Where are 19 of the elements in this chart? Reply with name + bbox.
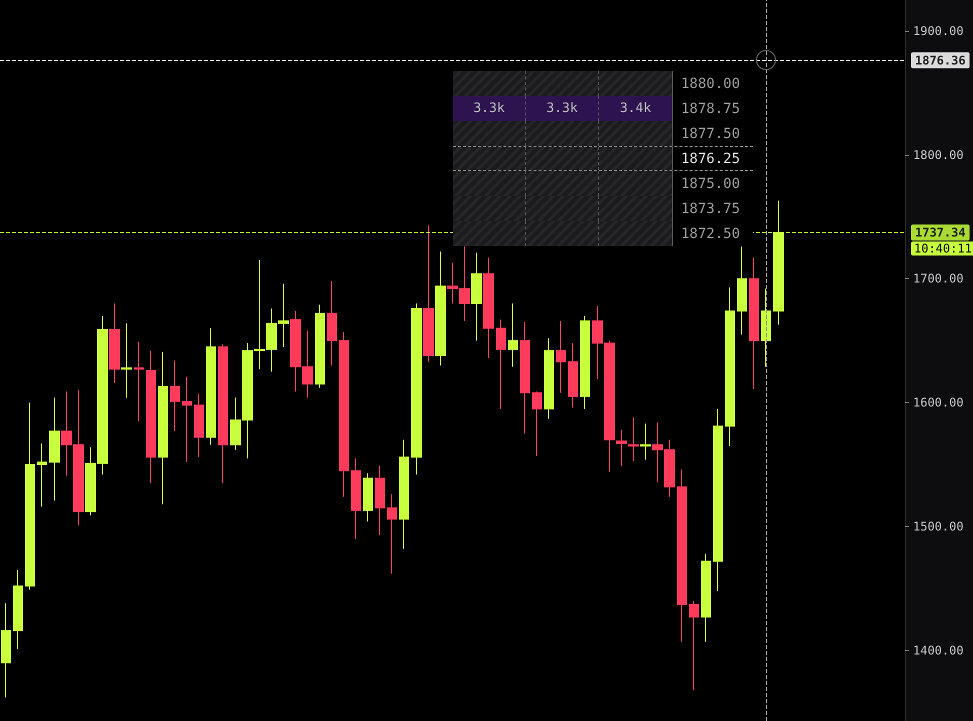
annotation: 1880.00 (672, 71, 753, 96)
y-tick-label: 1900.00 (913, 24, 964, 38)
annotation: 1876.25 (672, 147, 753, 170)
annotation: 3.3k (453, 96, 526, 121)
y-tick-label: 1400.00 (913, 643, 964, 658)
annotation: 1873.75 (672, 196, 753, 221)
y-tick-label: 1500.00 (913, 520, 964, 534)
text: 10:40:11 (914, 241, 972, 256)
annotation: 1878.75 (672, 96, 753, 121)
annotation: 1875.00 (672, 171, 753, 196)
y-tick-label: 1600.00 (913, 396, 964, 410)
ref-line-label: 1876.36 (915, 53, 966, 68)
annotation: 3.3k (526, 96, 599, 121)
annotation: 1872.50 (672, 221, 753, 246)
annotation: 3.4k (599, 96, 672, 121)
y-tick-label: 1700.00 (913, 272, 964, 286)
ref-line-label: 1737.34 (915, 225, 966, 240)
annotation: 1877.50 (672, 121, 753, 146)
y-tick-label: 1800.00 (913, 148, 964, 162)
